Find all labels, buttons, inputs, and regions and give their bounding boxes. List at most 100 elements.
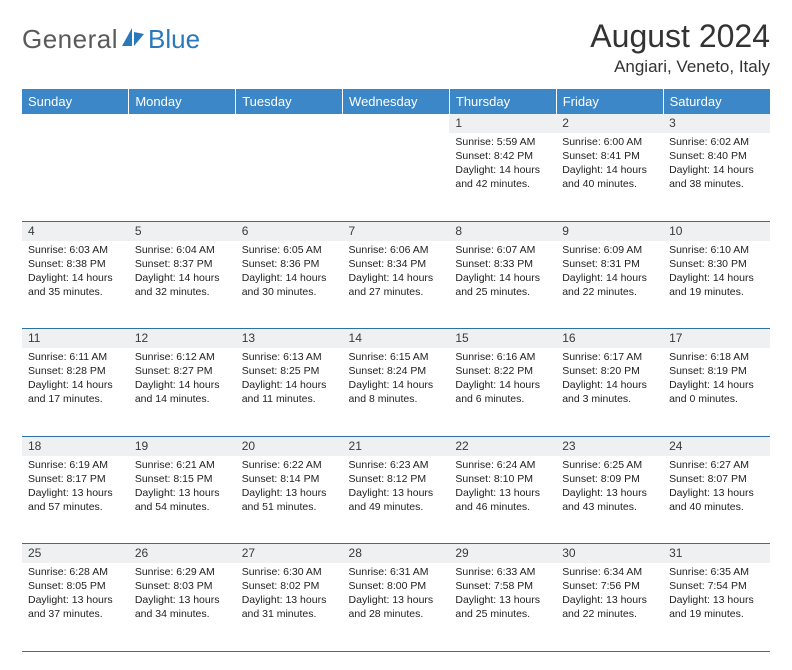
weekday-header: Saturday (663, 89, 770, 114)
day-cell: Sunrise: 6:03 AMSunset: 8:38 PMDaylight:… (22, 241, 129, 329)
weekday-header: Friday (556, 89, 663, 114)
day-number: 1 (449, 114, 556, 133)
daylight-text-1: Daylight: 14 hours (455, 379, 550, 392)
day-cell: Sunrise: 6:17 AMSunset: 8:20 PMDaylight:… (556, 348, 663, 436)
day-number-cell: 17 (663, 329, 770, 349)
daylight-text-2: and 32 minutes. (135, 286, 230, 299)
daylight-text-2: and 11 minutes. (242, 393, 337, 406)
day-cell (343, 133, 450, 221)
day-number-cell: 20 (236, 436, 343, 456)
sunrise-text: Sunrise: 6:18 AM (669, 351, 764, 364)
daylight-text-2: and 19 minutes. (669, 608, 764, 621)
weekday-header: Tuesday (236, 89, 343, 114)
day-number: 5 (129, 222, 236, 241)
day-number-cell: 22 (449, 436, 556, 456)
day-cell: Sunrise: 6:16 AMSunset: 8:22 PMDaylight:… (449, 348, 556, 436)
daylight-text-1: Daylight: 14 hours (562, 379, 657, 392)
week-row: Sunrise: 6:11 AMSunset: 8:28 PMDaylight:… (22, 348, 770, 436)
day-cell: Sunrise: 6:06 AMSunset: 8:34 PMDaylight:… (343, 241, 450, 329)
day-number: 6 (236, 222, 343, 241)
daylight-text-2: and 51 minutes. (242, 501, 337, 514)
daylight-text-2: and 19 minutes. (669, 286, 764, 299)
daylight-text-2: and 54 minutes. (135, 501, 230, 514)
daylight-text-1: Daylight: 13 hours (135, 594, 230, 607)
sunset-text: Sunset: 8:15 PM (135, 473, 230, 486)
day-cell: Sunrise: 6:27 AMSunset: 8:07 PMDaylight:… (663, 456, 770, 544)
daylight-text-1: Daylight: 14 hours (349, 379, 444, 392)
sail-icon (120, 26, 146, 53)
day-cell: Sunrise: 6:35 AMSunset: 7:54 PMDaylight:… (663, 563, 770, 651)
day-number-cell: 4 (22, 221, 129, 241)
week-row: Sunrise: 5:59 AMSunset: 8:42 PMDaylight:… (22, 133, 770, 221)
day-number: 19 (129, 437, 236, 456)
daylight-text-1: Daylight: 14 hours (455, 164, 550, 177)
day-number: 10 (663, 222, 770, 241)
daylight-text-1: Daylight: 14 hours (562, 164, 657, 177)
day-number-cell: 7 (343, 221, 450, 241)
daylight-text-2: and 40 minutes. (669, 501, 764, 514)
day-number-cell: 12 (129, 329, 236, 349)
day-number: 21 (343, 437, 450, 456)
sunrise-text: Sunrise: 6:16 AM (455, 351, 550, 364)
sunset-text: Sunset: 8:22 PM (455, 365, 550, 378)
sunset-text: Sunset: 8:33 PM (455, 258, 550, 271)
daylight-text-1: Daylight: 13 hours (455, 487, 550, 500)
day-number-cell: 11 (22, 329, 129, 349)
daylight-text-1: Daylight: 13 hours (28, 594, 123, 607)
day-cell: Sunrise: 6:02 AMSunset: 8:40 PMDaylight:… (663, 133, 770, 221)
daylight-text-2: and 0 minutes. (669, 393, 764, 406)
daylight-text-2: and 34 minutes. (135, 608, 230, 621)
day-number-cell: 21 (343, 436, 450, 456)
daylight-text-2: and 38 minutes. (669, 178, 764, 191)
week-row: Sunrise: 6:28 AMSunset: 8:05 PMDaylight:… (22, 563, 770, 651)
day-number-cell: 3 (663, 114, 770, 133)
day-number-row: 123 (22, 114, 770, 133)
sunrise-text: Sunrise: 6:12 AM (135, 351, 230, 364)
daylight-text-2: and 27 minutes. (349, 286, 444, 299)
day-number: 30 (556, 544, 663, 563)
sunset-text: Sunset: 8:00 PM (349, 580, 444, 593)
day-number-cell: 14 (343, 329, 450, 349)
day-cell: Sunrise: 6:28 AMSunset: 8:05 PMDaylight:… (22, 563, 129, 651)
day-number: 15 (449, 329, 556, 348)
daylight-text-1: Daylight: 14 hours (28, 379, 123, 392)
week-row: Sunrise: 6:03 AMSunset: 8:38 PMDaylight:… (22, 241, 770, 329)
day-number: 28 (343, 544, 450, 563)
day-cell: Sunrise: 6:21 AMSunset: 8:15 PMDaylight:… (129, 456, 236, 544)
sunset-text: Sunset: 8:19 PM (669, 365, 764, 378)
day-number-cell (129, 114, 236, 133)
sunrise-text: Sunrise: 5:59 AM (455, 136, 550, 149)
daylight-text-2: and 42 minutes. (455, 178, 550, 191)
daylight-text-2: and 28 minutes. (349, 608, 444, 621)
day-number-cell: 6 (236, 221, 343, 241)
day-number-cell: 16 (556, 329, 663, 349)
sunrise-text: Sunrise: 6:30 AM (242, 566, 337, 579)
sunrise-text: Sunrise: 6:13 AM (242, 351, 337, 364)
sunrise-text: Sunrise: 6:35 AM (669, 566, 764, 579)
daylight-text-1: Daylight: 14 hours (669, 164, 764, 177)
day-cell: Sunrise: 6:18 AMSunset: 8:19 PMDaylight:… (663, 348, 770, 436)
sunrise-text: Sunrise: 6:29 AM (135, 566, 230, 579)
day-cell: Sunrise: 6:10 AMSunset: 8:30 PMDaylight:… (663, 241, 770, 329)
daylight-text-1: Daylight: 13 hours (349, 594, 444, 607)
day-number-cell: 18 (22, 436, 129, 456)
daylight-text-1: Daylight: 13 hours (669, 594, 764, 607)
day-number: 20 (236, 437, 343, 456)
calendar-body: 123Sunrise: 5:59 AMSunset: 8:42 PMDaylig… (22, 114, 770, 651)
day-number: 12 (129, 329, 236, 348)
sunrise-text: Sunrise: 6:17 AM (562, 351, 657, 364)
day-number-cell: 19 (129, 436, 236, 456)
day-number-cell: 23 (556, 436, 663, 456)
sunrise-text: Sunrise: 6:02 AM (669, 136, 764, 149)
daylight-text-2: and 30 minutes. (242, 286, 337, 299)
brand-text-general: General (22, 24, 118, 55)
sunset-text: Sunset: 8:34 PM (349, 258, 444, 271)
sunrise-text: Sunrise: 6:00 AM (562, 136, 657, 149)
sunset-text: Sunset: 7:54 PM (669, 580, 764, 593)
daylight-text-2: and 31 minutes. (242, 608, 337, 621)
day-cell (22, 133, 129, 221)
daylight-text-2: and 3 minutes. (562, 393, 657, 406)
daylight-text-2: and 22 minutes. (562, 608, 657, 621)
weekday-header: Thursday (449, 89, 556, 114)
day-number-cell: 31 (663, 544, 770, 564)
